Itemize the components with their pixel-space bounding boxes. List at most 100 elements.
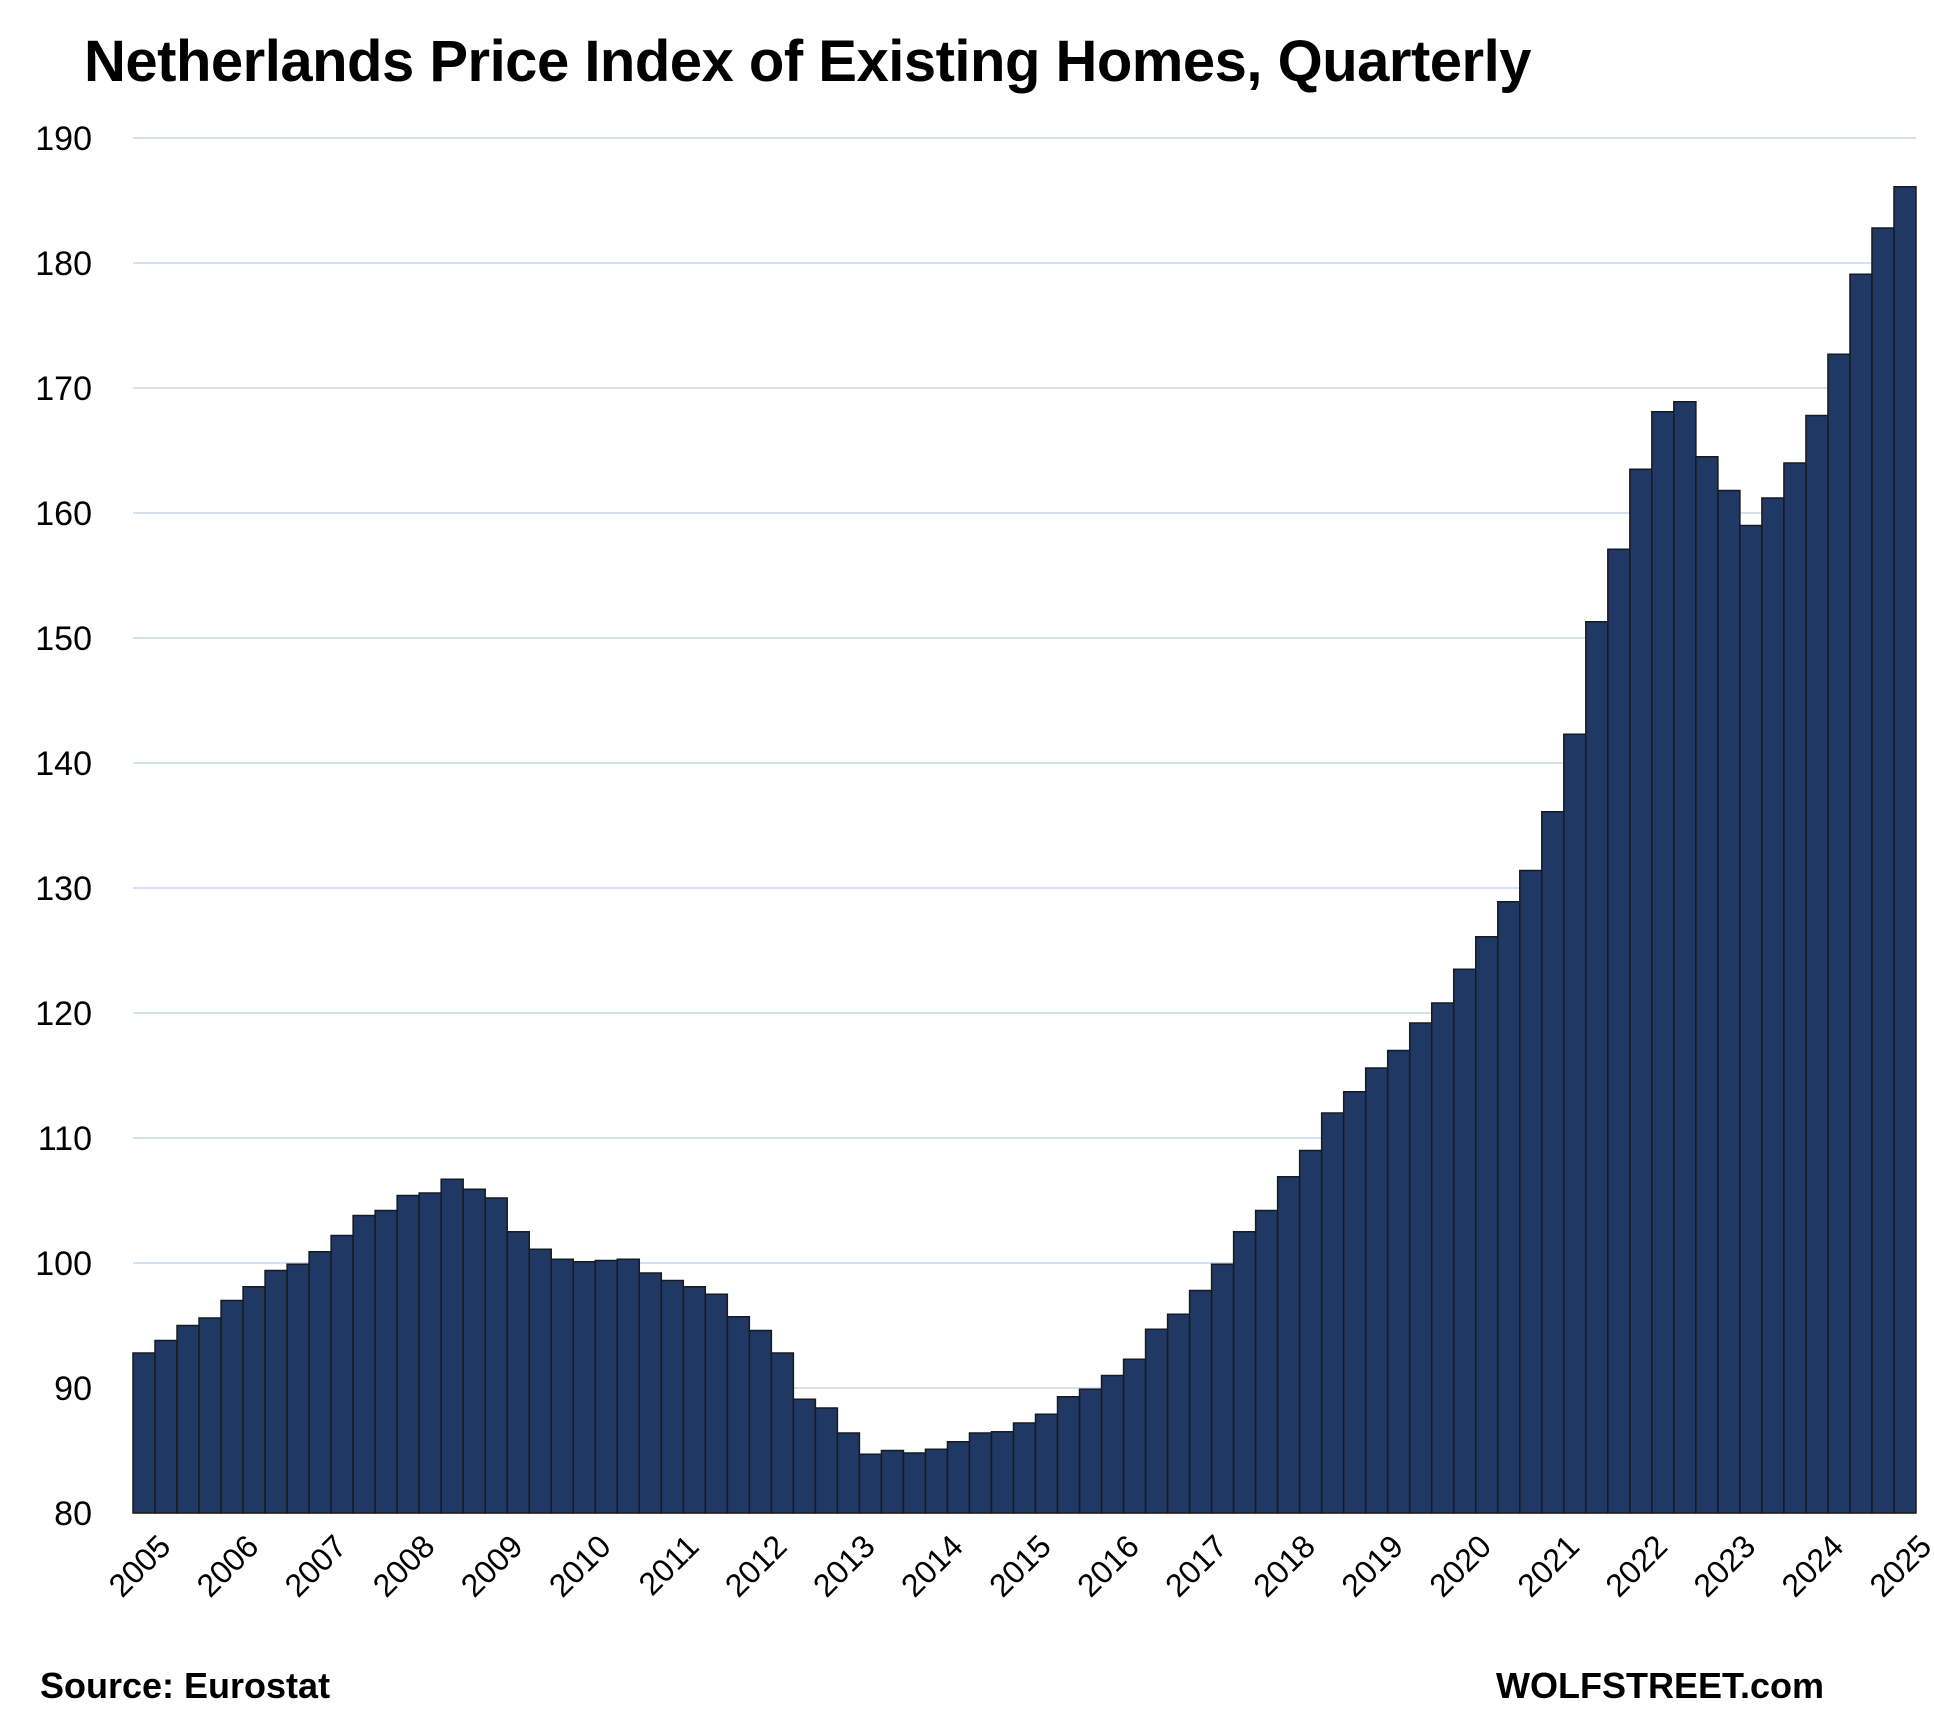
x-tick-label: 2009: [454, 1528, 530, 1604]
bar-2010-Q2: [594, 1259, 619, 1514]
bar-2022-Q2: [1651, 411, 1675, 1514]
x-tick-label: 2022: [1598, 1528, 1674, 1604]
bar-2007-Q3: [352, 1214, 376, 1514]
bar-2022-Q3: [1673, 401, 1697, 1514]
x-tick-label: 2006: [190, 1528, 266, 1604]
bar-2006-Q1: [220, 1299, 244, 1514]
x-tick-label: 2018: [1246, 1528, 1322, 1604]
bar-2010-Q1: [572, 1261, 597, 1514]
bar-2018-Q3: [1320, 1112, 1345, 1514]
bar-2005-Q4: [198, 1317, 222, 1514]
bar-2021-Q2: [1563, 733, 1587, 1514]
bar-2005-Q1: [132, 1352, 156, 1514]
x-tick-label: 2013: [806, 1528, 882, 1604]
x-tick-label: 2025: [1863, 1528, 1934, 1604]
source-note: Source: Eurostat: [40, 1665, 331, 1706]
y-tick-label: 150: [35, 620, 92, 658]
y-tick-label: 80: [54, 1495, 92, 1533]
bar-2007-Q2: [330, 1234, 354, 1514]
x-tick-label: 2016: [1070, 1528, 1146, 1604]
bar-2013-Q3: [880, 1449, 905, 1514]
x-tick-label: 2019: [1334, 1528, 1410, 1604]
bar-2016-Q2: [1122, 1358, 1147, 1514]
bar-2021-Q3: [1585, 621, 1609, 1514]
bar-2019-Q2: [1386, 1049, 1411, 1514]
bar-2005-Q3: [176, 1324, 200, 1514]
bar-2023-Q1: [1717, 489, 1741, 1514]
x-tick-label: 2020: [1422, 1528, 1498, 1604]
x-tick-label: 2007: [278, 1528, 354, 1604]
x-tick-label: 2012: [718, 1528, 794, 1604]
bar-2017-Q2: [1210, 1263, 1235, 1514]
x-axis-ticks: 2005 2006 2007 2008 2009 2010 2011 2012 2013 2014…: [102, 1528, 1934, 1604]
bar-2017-Q1: [1188, 1289, 1213, 1514]
bar-2013-Q4: [902, 1452, 927, 1514]
y-tick-label: 180: [35, 245, 92, 283]
x-tick-label: 2021: [1510, 1528, 1586, 1604]
bar-2009-Q2: [506, 1231, 530, 1514]
bar-2006-Q2: [242, 1286, 266, 1514]
y-tick-label: 110: [38, 1120, 92, 1158]
x-tick-label: 2010: [542, 1528, 618, 1604]
bar-2012-Q2: [770, 1352, 795, 1514]
x-tick-label: 2015: [982, 1528, 1058, 1604]
x-tick-label: 2023: [1686, 1528, 1762, 1604]
brand-label: WOLFSTREET.com: [1495, 1665, 1824, 1706]
bar-2008-Q4: [462, 1188, 486, 1514]
bar-2006-Q4: [286, 1263, 310, 1514]
bar-2020-Q2: [1475, 936, 1499, 1514]
chart-title: Netherlands Price Index of Existing Home…: [84, 29, 1532, 94]
bar-2015-Q1: [1012, 1422, 1037, 1514]
bar-2024-Q4: [1871, 227, 1895, 1514]
bar-2019-Q3: [1408, 1022, 1433, 1514]
y-axis-ticks: 80 90 100 110 120 130 140 150 160 170 180 190: [35, 120, 92, 1533]
y-tick-label: 90: [54, 1370, 92, 1408]
bar-2008-Q2: [418, 1192, 442, 1514]
bar-2015-Q4: [1078, 1388, 1103, 1514]
y-tick-label: 130: [35, 870, 92, 908]
bar-2015-Q2: [1034, 1413, 1059, 1514]
bars: [132, 186, 1917, 1514]
bar-2023-Q3: [1761, 497, 1785, 1514]
bar-2009-Q4: [550, 1258, 574, 1514]
bar-2009-Q3: [528, 1248, 552, 1514]
bar-2007-Q4: [374, 1209, 398, 1514]
bar-2017-Q3: [1232, 1231, 1257, 1514]
y-tick-label: 100: [35, 1245, 92, 1283]
y-tick-label: 170: [35, 370, 92, 408]
bar-2016-Q4: [1166, 1313, 1191, 1514]
bar-2007-Q1: [308, 1251, 332, 1514]
x-tick-label: 2005: [102, 1528, 178, 1604]
bar-2014-Q1: [924, 1448, 949, 1514]
bar-2022-Q4: [1695, 456, 1719, 1514]
bar-2020-Q4: [1519, 869, 1543, 1514]
bar-2020-Q1: [1452, 968, 1477, 1514]
bar-2013-Q1: [836, 1432, 861, 1514]
bar-2020-Q3: [1497, 901, 1521, 1514]
bar-2022-Q1: [1629, 468, 1653, 1514]
bar-2023-Q4: [1783, 462, 1807, 1514]
bar-2016-Q1: [1100, 1374, 1125, 1514]
bar-2025-Q1: [1893, 186, 1917, 1514]
bar-2021-Q1: [1541, 811, 1565, 1514]
x-tick-label: 2014: [894, 1528, 970, 1604]
bar-2014-Q3: [968, 1432, 993, 1514]
bar-2008-Q1: [396, 1194, 420, 1514]
bar-2024-Q3: [1849, 273, 1873, 1514]
bar-2019-Q4: [1430, 1002, 1455, 1514]
bar-2021-Q4: [1607, 548, 1631, 1514]
x-tick-label: 2024: [1775, 1528, 1851, 1604]
bar-2012-Q4: [814, 1407, 839, 1514]
bar-2012-Q3: [792, 1398, 817, 1514]
x-tick-label: 2017: [1158, 1528, 1234, 1604]
x-tick-label: 2011: [632, 1528, 706, 1602]
y-tick-label: 120: [35, 995, 92, 1033]
bar-2011-Q2: [682, 1286, 707, 1514]
bar-2014-Q2: [946, 1441, 971, 1514]
bar-2012-Q1: [748, 1329, 773, 1514]
bar-2018-Q1: [1276, 1176, 1301, 1514]
bar-2009-Q1: [484, 1197, 508, 1514]
bar-2011-Q1: [660, 1279, 685, 1514]
y-tick-label: 190: [35, 120, 92, 158]
